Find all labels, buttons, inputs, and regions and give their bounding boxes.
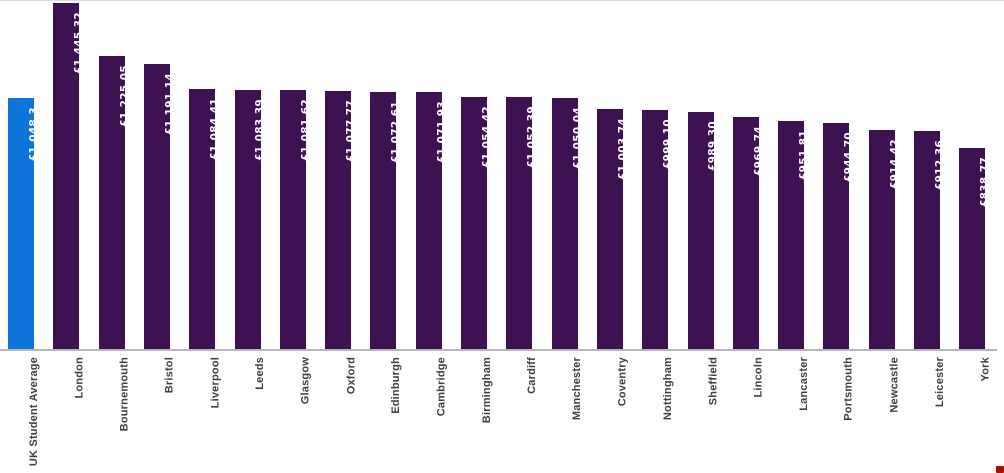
bar-manchester bbox=[551, 98, 578, 349]
bar-glasgow bbox=[279, 90, 306, 349]
bar-coventry bbox=[596, 109, 623, 349]
x-axis-label-edinburgh: Edinburgh bbox=[390, 357, 403, 414]
bar-newcastle bbox=[868, 130, 895, 349]
bar-nottingham bbox=[642, 110, 669, 349]
x-axis-label-birmingham: Birmingham bbox=[480, 357, 493, 424]
bar-oxford bbox=[325, 91, 352, 349]
x-axis-label-leicester: Leicester bbox=[933, 357, 946, 408]
x-axis-label-uk-student-average: UK Student Average bbox=[27, 357, 40, 467]
x-axis-label-nottingham: Nottingham bbox=[661, 357, 674, 421]
bar-sheffield bbox=[687, 112, 714, 349]
x-axis-label-london: London bbox=[73, 357, 86, 399]
bar-bournemouth bbox=[98, 56, 125, 349]
chart-top-border bbox=[0, 0, 1004, 1]
x-axis-label-bristol: Bristol bbox=[163, 357, 176, 394]
bar-edinburgh bbox=[370, 92, 397, 349]
bar-liverpool bbox=[189, 89, 216, 349]
bar-cardiff bbox=[506, 97, 533, 349]
bar-portsmouth bbox=[823, 123, 850, 349]
x-axis-label-leeds: Leeds bbox=[254, 357, 267, 390]
x-axis-label-york: York bbox=[979, 357, 992, 382]
x-axis-label-lancaster: Lancaster bbox=[797, 357, 810, 411]
x-axis-label-manchester: Manchester bbox=[571, 357, 584, 421]
x-axis-line bbox=[0, 349, 997, 351]
bar-birmingham bbox=[461, 97, 487, 349]
bar-uk-student-average bbox=[8, 98, 34, 349]
x-axis-label-sheffield: Sheffield bbox=[707, 357, 720, 406]
x-axis-label-glasgow: Glasgow bbox=[299, 357, 312, 405]
x-axis-label-newcastle: Newcastle bbox=[888, 357, 901, 413]
bar-leeds bbox=[234, 90, 261, 349]
bar-lincoln bbox=[732, 117, 759, 349]
x-axis-label-oxford: Oxford bbox=[344, 357, 357, 395]
bar-leicester bbox=[914, 131, 940, 349]
bar-london bbox=[53, 3, 80, 349]
bar-lancaster bbox=[778, 121, 805, 349]
x-axis-label-portsmouth: Portsmouth bbox=[843, 357, 856, 421]
x-axis-label-coventry: Coventry bbox=[616, 357, 629, 407]
x-axis-label-lincoln: Lincoln bbox=[752, 357, 765, 398]
x-axis-label-cambridge: Cambridge bbox=[435, 357, 448, 417]
x-axis-label-cardiff: Cardiff bbox=[526, 357, 539, 394]
x-axis-label-bournemouth: Bournemouth bbox=[118, 357, 131, 432]
bar-bristol bbox=[143, 64, 170, 349]
corner-red-mark bbox=[996, 466, 1004, 473]
x-axis-label-liverpool: Liverpool bbox=[208, 357, 221, 409]
bar-cambridge bbox=[415, 92, 442, 349]
bar-york bbox=[959, 148, 986, 349]
